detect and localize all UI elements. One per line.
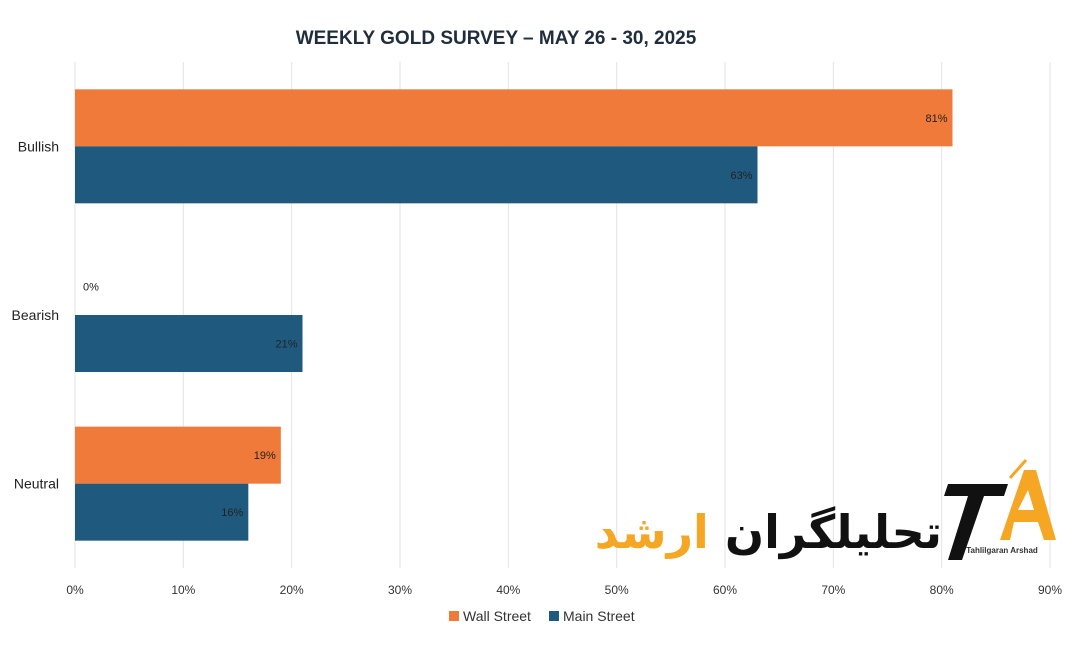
x-tick-label: 70%	[821, 583, 845, 597]
bars: 81% 63% 0% 21% 19% 16%	[75, 89, 953, 541]
data-label-main-street-bearish: 21%	[275, 339, 297, 351]
x-tick-label: 20%	[280, 583, 304, 597]
legend: Wall Street Main Street	[449, 608, 635, 624]
x-tick-label: 30%	[388, 583, 412, 597]
data-label-main-street-neutral: 16%	[221, 507, 243, 519]
data-label-main-street-bullish: 63%	[730, 170, 752, 182]
x-tick-label: 50%	[605, 583, 629, 597]
logo-persian-word-2: ارشد	[595, 505, 709, 559]
bar-wall-street-bullish	[75, 89, 953, 147]
data-label-wall-street-neutral: 19%	[254, 450, 276, 462]
x-tick-label: 60%	[713, 583, 737, 597]
logo-ta-emblem	[944, 459, 1056, 560]
x-tick-label: 90%	[1038, 583, 1062, 597]
x-tick-label: 80%	[930, 583, 954, 597]
brand-logo: تحلیلگران ارشد Tahlilgaran Arshad	[595, 459, 1056, 560]
category-label-bullish: Bullish	[18, 138, 59, 154]
x-tick-label: 10%	[171, 583, 195, 597]
legend-label-wall-street: Wall Street	[463, 608, 531, 624]
logo-persian-text: تحلیلگران ارشد	[595, 505, 942, 559]
category-labels: Bullish Bearish Neutral	[12, 138, 59, 491]
legend-label-main-street: Main Street	[563, 608, 635, 624]
data-label-wall-street-bullish: 81%	[925, 113, 947, 125]
data-label-wall-street-bearish: 0%	[83, 282, 99, 294]
x-tick-label: 0%	[66, 583, 84, 597]
legend-swatch-main-street	[549, 611, 559, 621]
bar-main-street-bearish	[75, 315, 303, 372]
logo-latin-text: Tahlilgaran Arshad	[966, 546, 1038, 555]
category-label-bearish: Bearish	[12, 307, 59, 323]
x-tick-label: 40%	[496, 583, 520, 597]
bar-main-street-bullish	[75, 146, 758, 204]
legend-swatch-wall-street	[449, 611, 459, 621]
bar-wall-street-neutral	[75, 426, 281, 484]
category-label-neutral: Neutral	[14, 476, 59, 492]
x-axis-ticks: 0% 10% 20% 30% 40% 50% 60% 70% 80% 90%	[66, 583, 1062, 597]
bar-main-street-neutral	[75, 483, 249, 541]
logo-persian-word-1: تحلیلگران	[709, 505, 942, 559]
chart-title: WEEKLY GOLD SURVEY – MAY 26 - 30, 2025	[296, 28, 697, 49]
